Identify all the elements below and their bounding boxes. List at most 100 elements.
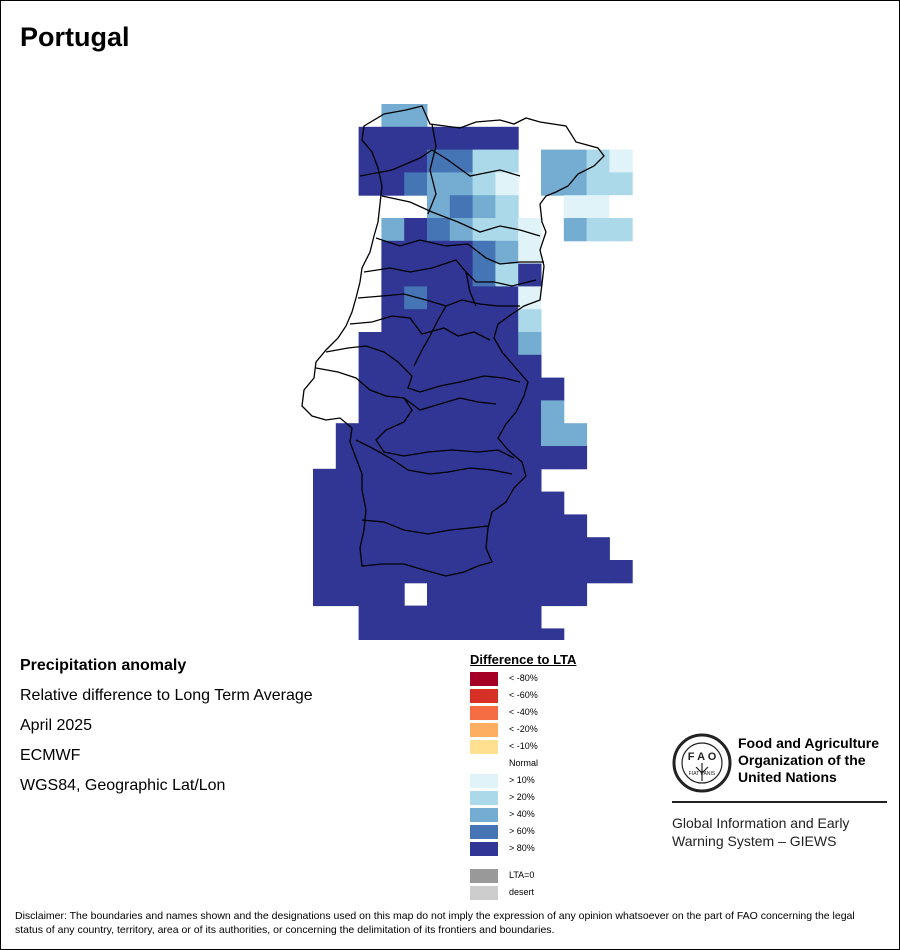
district-line [361,519,489,535]
grid-cell [427,126,451,151]
grid-cell [541,514,565,538]
grid-cell [518,446,542,470]
grid-cell [404,537,428,561]
legend-label: < -40% [509,707,538,717]
grid-cell [427,172,451,196]
grid-cell [427,354,451,379]
grid-cell [335,491,360,515]
grid-cell [404,104,428,128]
grid-cell [404,560,428,584]
legend-swatch [470,689,498,703]
grid-cell [563,195,588,219]
grid-cell [563,218,588,242]
grid-cell [427,149,451,173]
grid-cell [518,354,542,379]
grid-cell [586,172,610,196]
grid-cell [472,195,496,219]
grid-cell [449,172,474,196]
anomaly-grid [313,104,633,640]
grid-cell [563,172,588,196]
grid-cell [449,468,474,493]
grid-cell [358,537,382,561]
grid-cell [518,377,542,401]
fao-logo: F A O FIAT PANIS [672,733,732,793]
grid-cell [381,240,405,265]
district-line [427,123,437,215]
grid-cell [518,628,542,640]
district-line [315,367,515,459]
grid-cell [427,446,451,470]
grid-cell [358,126,382,151]
grid-cell [358,354,382,379]
fao-name-line3: United Nations [738,769,837,785]
grid-cell [381,605,405,629]
grid-cell [472,582,496,607]
legend-swatch [470,706,498,720]
grid-cell [381,354,405,379]
grid-cell [541,560,565,584]
grid-cell [472,263,496,287]
legend-label: > 80% [509,843,535,853]
grid-cell [495,126,519,151]
grid-cell [427,218,451,242]
variable-label: Precipitation anomaly [20,657,187,674]
grid-cell [313,491,337,515]
grid-cell [381,560,405,584]
grid-cell [449,309,474,333]
grid-cell [381,172,405,196]
grid-cell [472,377,496,401]
grid-cell [427,582,451,607]
district-line [381,195,541,237]
grid-cell [563,537,588,561]
district-line [359,149,521,177]
grid-cell [335,537,360,561]
grid-cell [609,195,633,219]
grid-cell [541,628,565,640]
grid-cell [563,423,588,447]
grid-cell [472,605,496,629]
grid-cell [541,286,565,310]
grid-cell [449,605,474,629]
grid-cell [427,377,451,401]
district-boundaries [301,105,605,577]
grid-cell [495,560,519,584]
legend-label: > 60% [509,826,535,836]
grid-cell [381,332,405,356]
legend-swatch [470,723,498,737]
grid-cell [427,309,451,333]
grid-cell [427,468,451,493]
grid-cell [404,514,428,538]
grid-cell [381,582,405,607]
grid-cell [358,514,382,538]
legend-label: desert [509,887,535,897]
grid-cell [381,468,405,493]
grid-cell [472,537,496,561]
grid-cell [518,400,542,424]
grid-cell [427,286,451,310]
grid-cell [449,537,474,561]
disclaimer: Disclaimer: The boundaries and names sho… [15,910,855,936]
grid-cell [449,240,474,265]
fao-name-line1: Food and Agriculture [738,735,880,751]
grid-cell [518,332,542,356]
grid-cell [358,172,382,196]
grid-cell [449,560,474,584]
grid-cell [563,582,588,607]
grid-cell [609,560,633,584]
grid-cell [404,309,428,333]
grid-cell [427,332,451,356]
grid-cell [495,605,519,629]
grid-cell [335,560,360,584]
legend-label: < -10% [509,741,538,751]
grid-cell [518,560,542,584]
divider [672,801,887,803]
grid-cell [381,400,405,424]
grid-cell [495,354,519,379]
grid-cell [472,286,496,310]
grid-cell [381,491,405,515]
precipitation-map [301,104,633,640]
district-line [375,237,544,265]
grid-cell [472,628,496,640]
district-line [465,271,477,307]
legend-swatch [470,869,498,883]
